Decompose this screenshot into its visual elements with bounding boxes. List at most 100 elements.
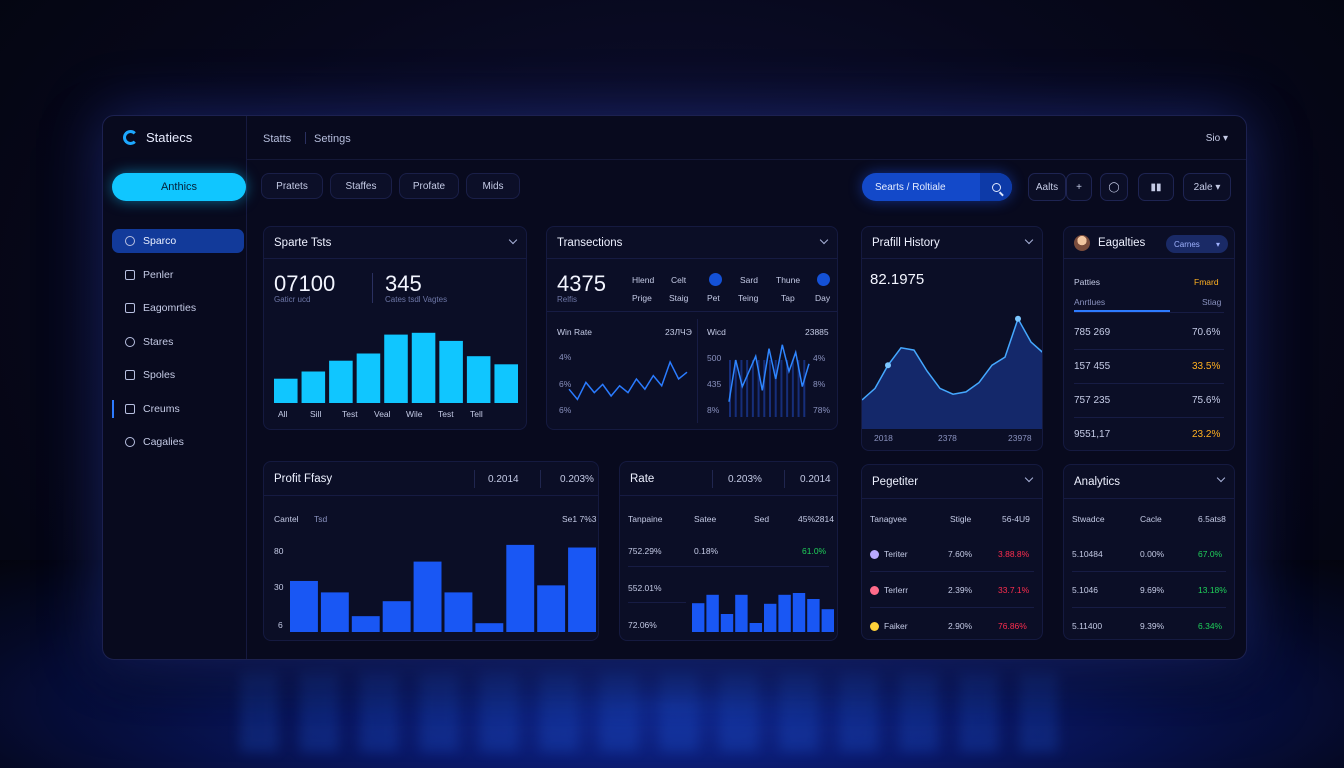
table-cell: 61.0% <box>802 546 827 556</box>
bar <box>506 544 535 632</box>
filter-chip[interactable]: Pratets <box>261 173 323 199</box>
bar <box>797 360 800 417</box>
table-cell: 157 455 <box>1074 361 1111 372</box>
x-axis-label: Tell <box>470 409 483 419</box>
table-cell: 9551,17 <box>1074 429 1111 440</box>
bar <box>384 334 408 403</box>
avatar[interactable] <box>1074 235 1090 251</box>
column-label: 45%2814 <box>798 514 834 524</box>
tab-indicator <box>1074 310 1170 312</box>
add-button[interactable]: + <box>1066 173 1092 201</box>
profit-history-card: Prafill History 82.1975 2018 2378 23978 <box>861 226 1043 451</box>
y-axis-label: 4% <box>813 353 826 363</box>
sidebar-item-eagomrties[interactable]: Eagomrties <box>112 296 244 320</box>
bar <box>444 592 473 632</box>
brand[interactable]: Statiecs <box>123 130 192 145</box>
divider <box>1074 383 1224 384</box>
table-cell: Faiker <box>884 621 908 631</box>
bar <box>749 623 762 632</box>
topbar-link-stats[interactable]: Statts <box>263 133 292 145</box>
metric-value: 82.1975 <box>870 271 925 288</box>
stat-value: 0.2014 <box>800 474 831 485</box>
sidebar-item-creums[interactable]: Creums <box>112 397 244 421</box>
sparte-stats-card: Sparte Tsts 07100 Gaticr ucd 345 Cates t… <box>263 226 527 430</box>
eagalties-card: Eagalties Carnes ▾ Patties Fmard Anrtlues… <box>1063 226 1235 451</box>
table-cell: 785 269 <box>1074 327 1111 338</box>
alerts-button[interactable]: Aalts <box>1028 173 1066 201</box>
table-cell: 5.11400 <box>1072 621 1103 631</box>
sidebar-item-spoles[interactable]: Spoles <box>112 363 244 387</box>
sidebar-item-sparco[interactable]: Sparco <box>112 229 244 253</box>
y-axis-label: 80 <box>274 546 284 556</box>
sidebar-item-cagalies[interactable]: Cagalies <box>112 430 244 454</box>
y-axis-label: 500 <box>707 353 722 363</box>
tab-label[interactable]: Anrtlues <box>1074 297 1106 307</box>
column-label: Fmard <box>1194 277 1219 287</box>
x-axis-label: Test <box>438 409 454 419</box>
x-axis-label: Test <box>342 409 358 419</box>
smile-icon <box>125 437 135 447</box>
chart-icon[interactable]: ▮▮ <box>1138 173 1174 201</box>
bar <box>740 360 743 417</box>
pin-icon[interactable] <box>817 273 830 286</box>
search-input[interactable]: Searts / Roltiale <box>862 173 1012 201</box>
bar <box>356 353 381 403</box>
chevron-down-icon[interactable] <box>1216 473 1226 483</box>
filter-chip[interactable]: Staffes <box>330 173 392 199</box>
rate-bar-chart <box>692 593 834 632</box>
filter-chip[interactable]: Mids <box>466 173 520 199</box>
analytics-button[interactable]: Anthics <box>112 173 246 201</box>
chevron-down-icon[interactable] <box>508 235 518 245</box>
card-title: Rate <box>630 472 655 485</box>
bar <box>769 360 771 417</box>
topbar-link-settings[interactable]: Setings <box>314 133 351 145</box>
app-name: Statiecs <box>146 130 193 145</box>
tab-label[interactable]: Stiag <box>1202 297 1222 307</box>
divider <box>1072 607 1226 608</box>
series-line <box>728 344 810 402</box>
chart-label: Se1 7%3 <box>562 514 597 524</box>
bar <box>786 360 789 417</box>
globe-icon[interactable]: ◯ <box>1100 173 1128 201</box>
sidebar-item-penler[interactable]: Penler <box>112 263 244 287</box>
window-reflection <box>240 672 1060 752</box>
chevron-down-icon[interactable] <box>819 235 829 245</box>
table-cell: 13.18% <box>1198 585 1227 595</box>
divider <box>870 571 1034 572</box>
select-value: Carnes <box>1174 239 1200 249</box>
bar <box>411 332 436 403</box>
user-menu[interactable]: Sio ▾ <box>1205 133 1228 144</box>
category-select[interactable]: Carnes ▾ <box>1166 235 1228 253</box>
divider <box>870 607 1034 608</box>
sidebar-item-label: Spoles <box>143 369 176 381</box>
search-icon[interactable] <box>980 173 1012 201</box>
column-label: Cacle <box>1140 514 1162 524</box>
bar <box>764 603 777 632</box>
bar <box>692 603 705 632</box>
chevron-down-icon[interactable] <box>1024 235 1034 245</box>
bar <box>720 614 734 632</box>
chart-title: Wicd <box>707 327 726 337</box>
chevron-down-icon[interactable] <box>1024 473 1034 483</box>
filter-chip[interactable]: Profate <box>399 173 459 199</box>
range-select[interactable]: 2ale ▾ <box>1183 173 1231 201</box>
sidebar: Statiecs Anthics Sparco Penler Eagomrtie… <box>103 116 247 659</box>
column-label: 6.5ats8 <box>1198 514 1226 524</box>
divider <box>697 319 698 423</box>
sidebar-item-stares[interactable]: Stares <box>112 330 244 354</box>
divider <box>547 311 837 312</box>
bar <box>792 593 806 632</box>
divider <box>1074 349 1224 350</box>
topbar: Statts Setings Sio ▾ <box>247 116 1246 160</box>
pin-icon[interactable] <box>709 273 722 286</box>
chart-label: Tsd <box>314 514 328 524</box>
sidebar-item-label: Stares <box>143 335 174 348</box>
table-cell: 23.2% <box>1192 429 1221 440</box>
table-cell: 0.00% <box>1140 549 1165 559</box>
bar <box>751 360 754 417</box>
divider <box>628 566 829 567</box>
table-cell: 33.5% <box>1192 361 1221 372</box>
topbar-divider <box>305 132 306 144</box>
profit-area-chart <box>862 315 1042 429</box>
divider <box>628 602 686 603</box>
